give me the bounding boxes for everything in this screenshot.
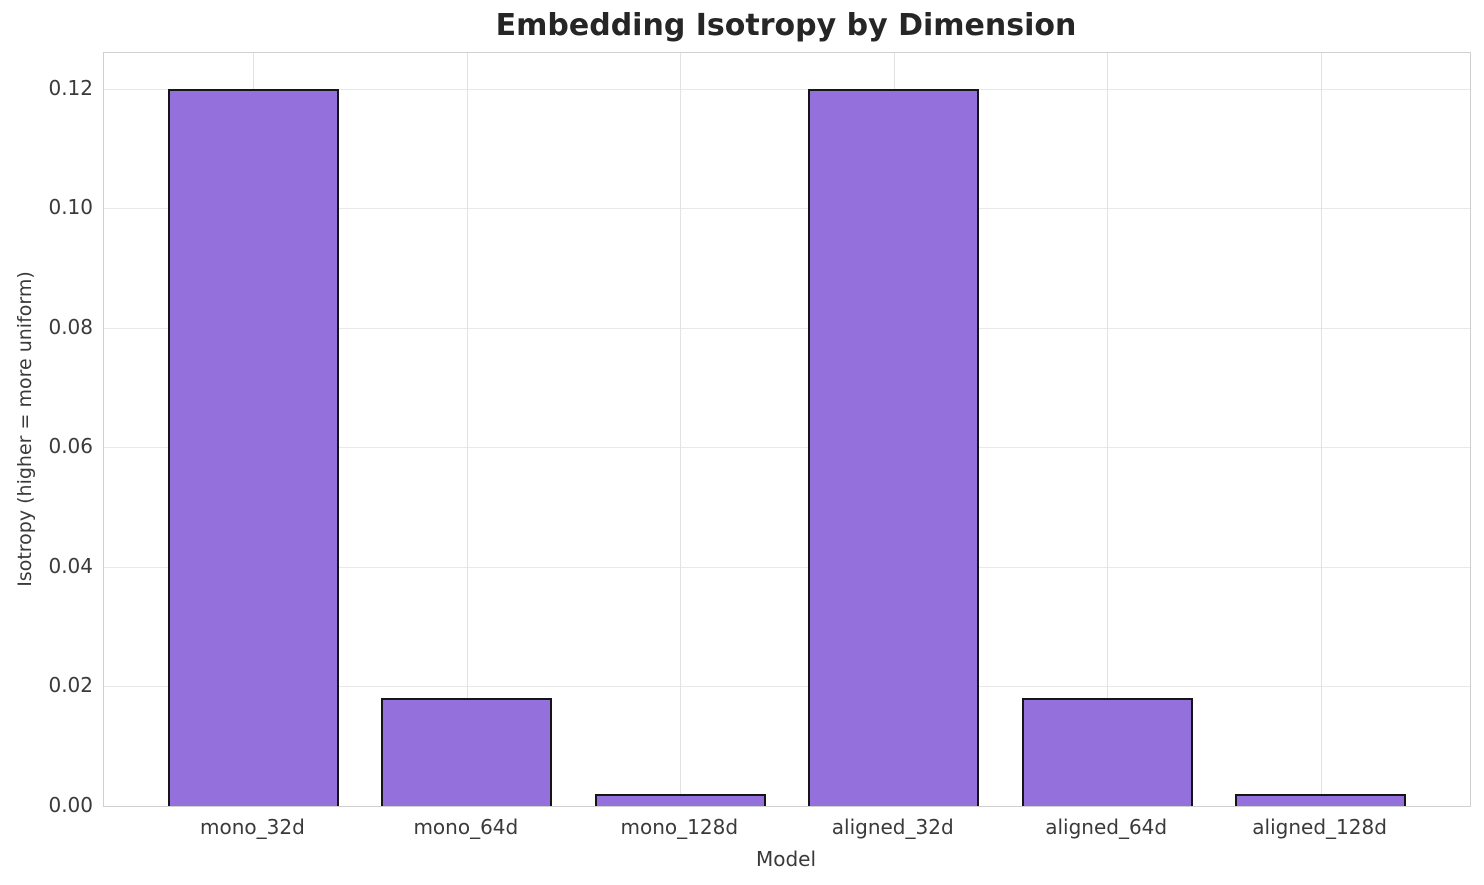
xtick-label-mono_128d: mono_128d bbox=[620, 815, 739, 839]
gridline-y-0.12 bbox=[104, 88, 1470, 90]
ytick-label-0.00: 0.00 bbox=[48, 793, 93, 817]
gridline-x-aligned_128d bbox=[1320, 53, 1322, 806]
ytick-label-0.02: 0.02 bbox=[48, 673, 93, 698]
bar-mono_128d bbox=[594, 794, 766, 806]
ytick-label-0.10: 0.10 bbox=[48, 195, 93, 220]
bar-aligned_64d bbox=[1021, 698, 1193, 806]
gridline-y-0.10 bbox=[104, 208, 1470, 210]
xtick-label-aligned_32d: aligned_32d bbox=[831, 815, 954, 839]
gridline-y-0.08 bbox=[104, 327, 1470, 329]
ytick-label-0.06: 0.06 bbox=[48, 434, 93, 459]
xtick-label-aligned_64d: aligned_64d bbox=[1045, 815, 1168, 839]
gridline-x-mono_64d bbox=[466, 53, 468, 806]
ytick-label-0.04: 0.04 bbox=[48, 553, 93, 578]
xtick-label-mono_32d: mono_32d bbox=[200, 815, 305, 839]
x-axis-label: Model bbox=[755, 847, 817, 871]
gridline-y-0.06 bbox=[104, 447, 1470, 449]
xtick-label-aligned_128d: aligned_128d bbox=[1252, 815, 1387, 839]
bar-mono_32d bbox=[168, 88, 339, 806]
xtick-label-mono_64d: mono_64d bbox=[413, 815, 519, 839]
gridline-x-aligned_64d bbox=[1107, 53, 1109, 806]
ytick-label-0.08: 0.08 bbox=[48, 314, 93, 339]
bar-aligned_128d bbox=[1235, 794, 1406, 806]
y-axis-label: Isotropy (higher = more uniform) bbox=[14, 271, 36, 587]
plot-area bbox=[103, 52, 1471, 807]
chart-title: Embedding Isotropy by Dimension bbox=[495, 8, 1077, 43]
ytick-label-0.12: 0.12 bbox=[48, 75, 93, 100]
bar-mono_64d bbox=[381, 698, 553, 806]
gridline-y-0.04 bbox=[104, 566, 1470, 568]
gridline-y-0.02 bbox=[104, 686, 1470, 688]
bar-aligned_32d bbox=[808, 88, 980, 806]
gridline-x-mono_128d bbox=[680, 53, 682, 806]
